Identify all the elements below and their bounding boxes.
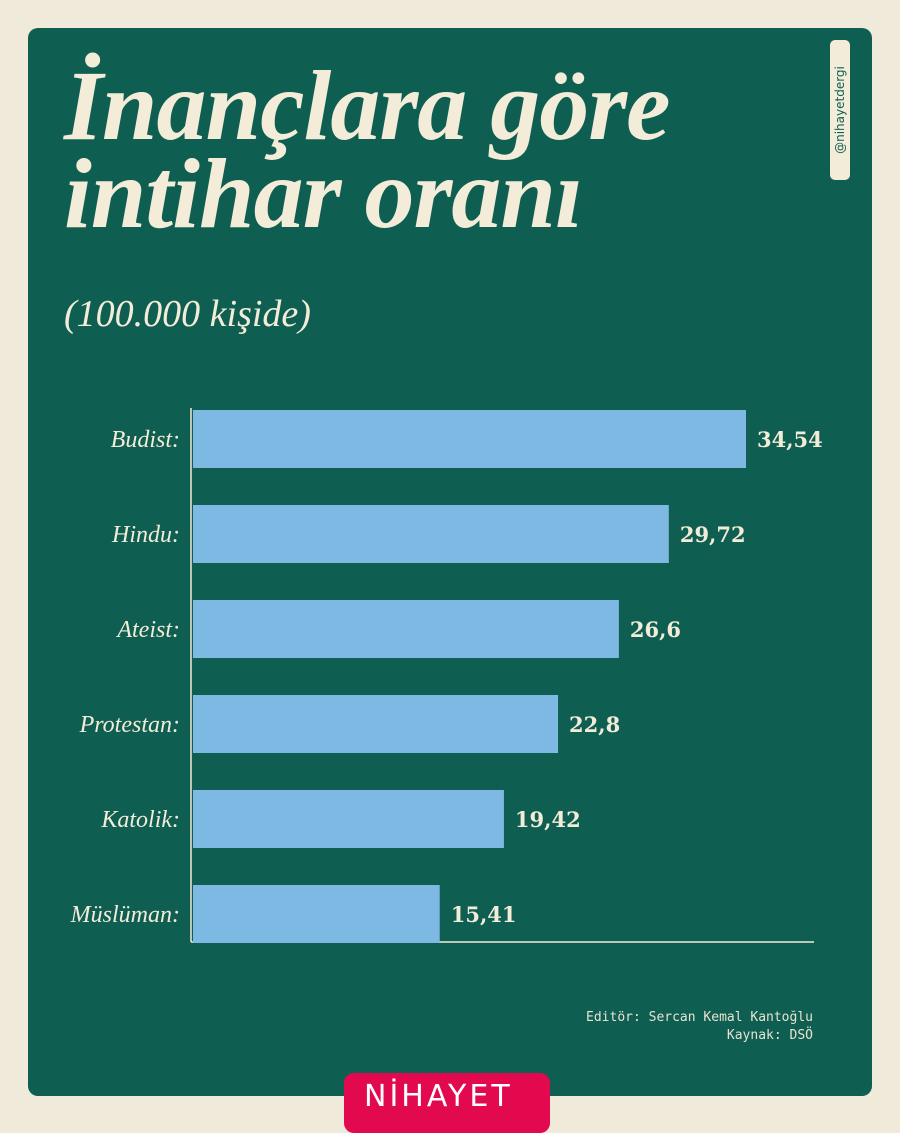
data-label-1: 29,72 — [680, 522, 746, 547]
source-credit: Kaynak: DSÖ — [726, 1028, 813, 1043]
data-label-5: 15,41 — [451, 902, 517, 927]
data-label-4: 19,42 — [515, 807, 581, 832]
logo-text: NİHAYET — [364, 1079, 513, 1114]
bar-3 — [193, 695, 559, 753]
data-label-3: 22,8 — [569, 712, 620, 737]
chart-subtitle: (100.000 kişide) — [64, 293, 311, 335]
category-label-5: Müslüman: — [70, 902, 180, 928]
bar-0 — [193, 410, 746, 468]
title-line-2: intihar oranı — [64, 138, 583, 249]
category-label-3: Protestan: — [79, 712, 180, 738]
social-handle-badge: @nihayetdergi — [830, 40, 850, 180]
title-line-1: İnançlara göre — [64, 50, 671, 161]
bar-2 — [193, 600, 619, 658]
category-label-0: Budist: — [111, 427, 180, 453]
data-label-2: 26,6 — [630, 617, 681, 642]
nihayet-logo: NİHAYET — [344, 1073, 550, 1133]
editor-credit: Editör: Sercan Kemal Kantoğlu — [586, 1010, 813, 1025]
category-label-2: Ateist: — [115, 617, 180, 643]
category-label-1: Hindu: — [111, 522, 180, 548]
category-label-4: Katolik: — [100, 807, 180, 833]
bar-4 — [193, 790, 504, 848]
bar-5 — [193, 885, 440, 943]
bar-1 — [193, 505, 669, 563]
data-label-0: 34,54 — [757, 427, 823, 452]
chart-title: İnançlara göre intihar oranı — [64, 56, 671, 244]
footer-credits: Editör: Sercan Kemal Kantoğlu Kaynak: DS… — [586, 1009, 813, 1045]
